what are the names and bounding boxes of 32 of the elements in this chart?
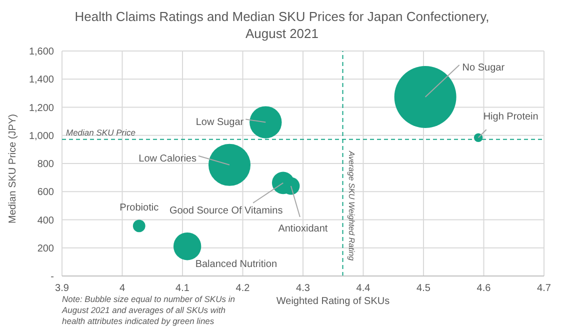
- y-tick-label: 1,000: [28, 130, 54, 142]
- x-tick-label: 4: [119, 283, 126, 294]
- x-axis-title: Weighted Rating of SKUs: [276, 296, 390, 307]
- x-tick-label: 4.5: [416, 283, 431, 294]
- x-tick-label: 4.7: [537, 283, 552, 294]
- annotation: Antioxidant: [278, 224, 328, 235]
- x-tick-label: 4.4: [356, 283, 371, 294]
- x-tick-label: 4.2: [236, 283, 250, 294]
- chart-title: Health Claims Ratings and Median SKU Prices for Japan Confectionery, August 2021: [74, 8, 490, 43]
- annotation: Balanced Nutrition: [195, 258, 278, 270]
- x-tick-label: 4.6: [476, 283, 492, 294]
- y-axis-title: Median SKU Price (JPY): [8, 114, 19, 224]
- annotation: Low Calories: [138, 154, 196, 165]
- annotation: Low Sugar: [196, 116, 244, 128]
- y-tick-label: 600: [37, 187, 54, 198]
- y-tick-label: 400: [37, 215, 54, 226]
- text: Note: Bubble size equal to number of SKUs in August 2021 and averages of all SKUs with health attributes indicated by green lines: [62, 294, 236, 327]
- y-tick-label: 800: [37, 159, 54, 170]
- y-tick-label: -: [50, 272, 54, 283]
- annotation: High Protein: [483, 111, 538, 122]
- y-tick-label: 200: [37, 243, 54, 254]
- annotation: Good Source Of Vitamins: [170, 206, 283, 217]
- annotation: No Sugar: [462, 62, 506, 74]
- x-tick-label: 3.9: [55, 283, 70, 294]
- annotation: Probiotic: [120, 202, 159, 214]
- y-tick-label: 1,200: [28, 102, 54, 114]
- x-tick-label: 4.1: [176, 283, 190, 294]
- x-tick-label: 4.3: [296, 283, 310, 294]
- y-tick-label: 1,600: [28, 46, 54, 58]
- ref-line-label: Average SKU Weighted Rating: [346, 150, 356, 262]
- ref-line-label: Median SKU Price: [66, 127, 136, 138]
- y-tick-label: 1,400: [28, 74, 54, 86]
